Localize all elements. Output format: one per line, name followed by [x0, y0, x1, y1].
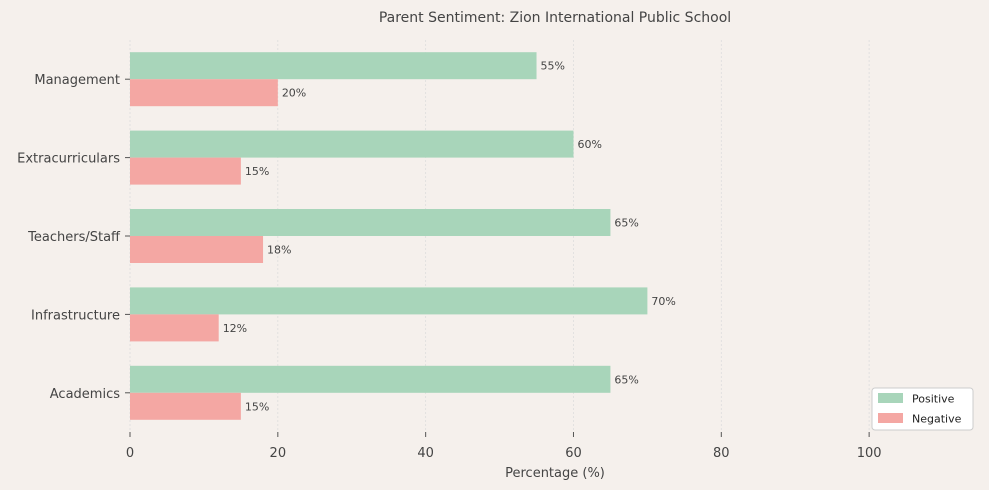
category-label-management: Management: [34, 73, 120, 88]
x-tick-label: 80: [713, 446, 730, 461]
bar-positive-extracurriculars: [130, 130, 574, 158]
bar-negative-academics: [130, 392, 241, 420]
bar-negative-teachers-staff: [130, 236, 264, 263]
chart-title: Parent Sentiment: Zion International Pub…: [379, 10, 731, 26]
data-label-positive-infrastructure: 70%: [651, 295, 675, 308]
data-label-positive-academics: 65%: [614, 373, 638, 386]
x-tick-label: 0: [126, 446, 134, 461]
x-tick-label: 20: [270, 446, 287, 461]
category-label-extracurriculars: Extracurriculars: [17, 152, 120, 167]
x-tick-label: 40: [417, 446, 434, 461]
bar-negative-extracurriculars: [130, 157, 241, 185]
x-tick-label: 60: [565, 446, 582, 461]
legend-swatch-positive: [878, 393, 903, 403]
bars-group: 65% 15% 70% 12% 65% 18% 60% 15% 55% 20%: [130, 52, 676, 420]
bar-positive-infrastructure: [130, 287, 648, 315]
y-axis-categories: Academics Infrastructure Teachers/Staff Ext…: [17, 73, 130, 402]
data-label-positive-extracurriculars: 60%: [577, 138, 601, 151]
legend-label-negative: Negative: [912, 413, 962, 426]
data-label-negative-teachers-staff: 18%: [267, 244, 291, 257]
bar-positive-teachers-staff: [130, 209, 611, 236]
bar-positive-management: [130, 52, 537, 80]
data-label-negative-academics: 15%: [245, 400, 269, 413]
bar-negative-infrastructure: [130, 314, 219, 342]
bar-negative-management: [130, 79, 278, 107]
legend-label-positive: Positive: [912, 393, 955, 406]
data-label-negative-extracurriculars: 15%: [245, 165, 269, 178]
data-label-negative-infrastructure: 12%: [223, 322, 247, 335]
data-label-negative-management: 20%: [282, 87, 306, 100]
category-label-teachers-staff: Teachers/Staff: [27, 230, 121, 245]
legend-swatch-negative: [878, 413, 903, 423]
data-label-positive-management: 55%: [541, 60, 565, 73]
legend: Positive Negative: [871, 387, 974, 431]
data-label-positive-teachers-staff: 65%: [614, 217, 638, 230]
category-label-academics: Academics: [50, 387, 120, 402]
x-axis-label: Percentage (%): [505, 466, 605, 481]
x-axis-ticks: 0 20 40 60 80 100: [126, 432, 882, 461]
category-label-infrastructure: Infrastructure: [31, 308, 120, 323]
bar-positive-academics: [130, 365, 611, 393]
x-tick-label: 100: [857, 446, 882, 461]
